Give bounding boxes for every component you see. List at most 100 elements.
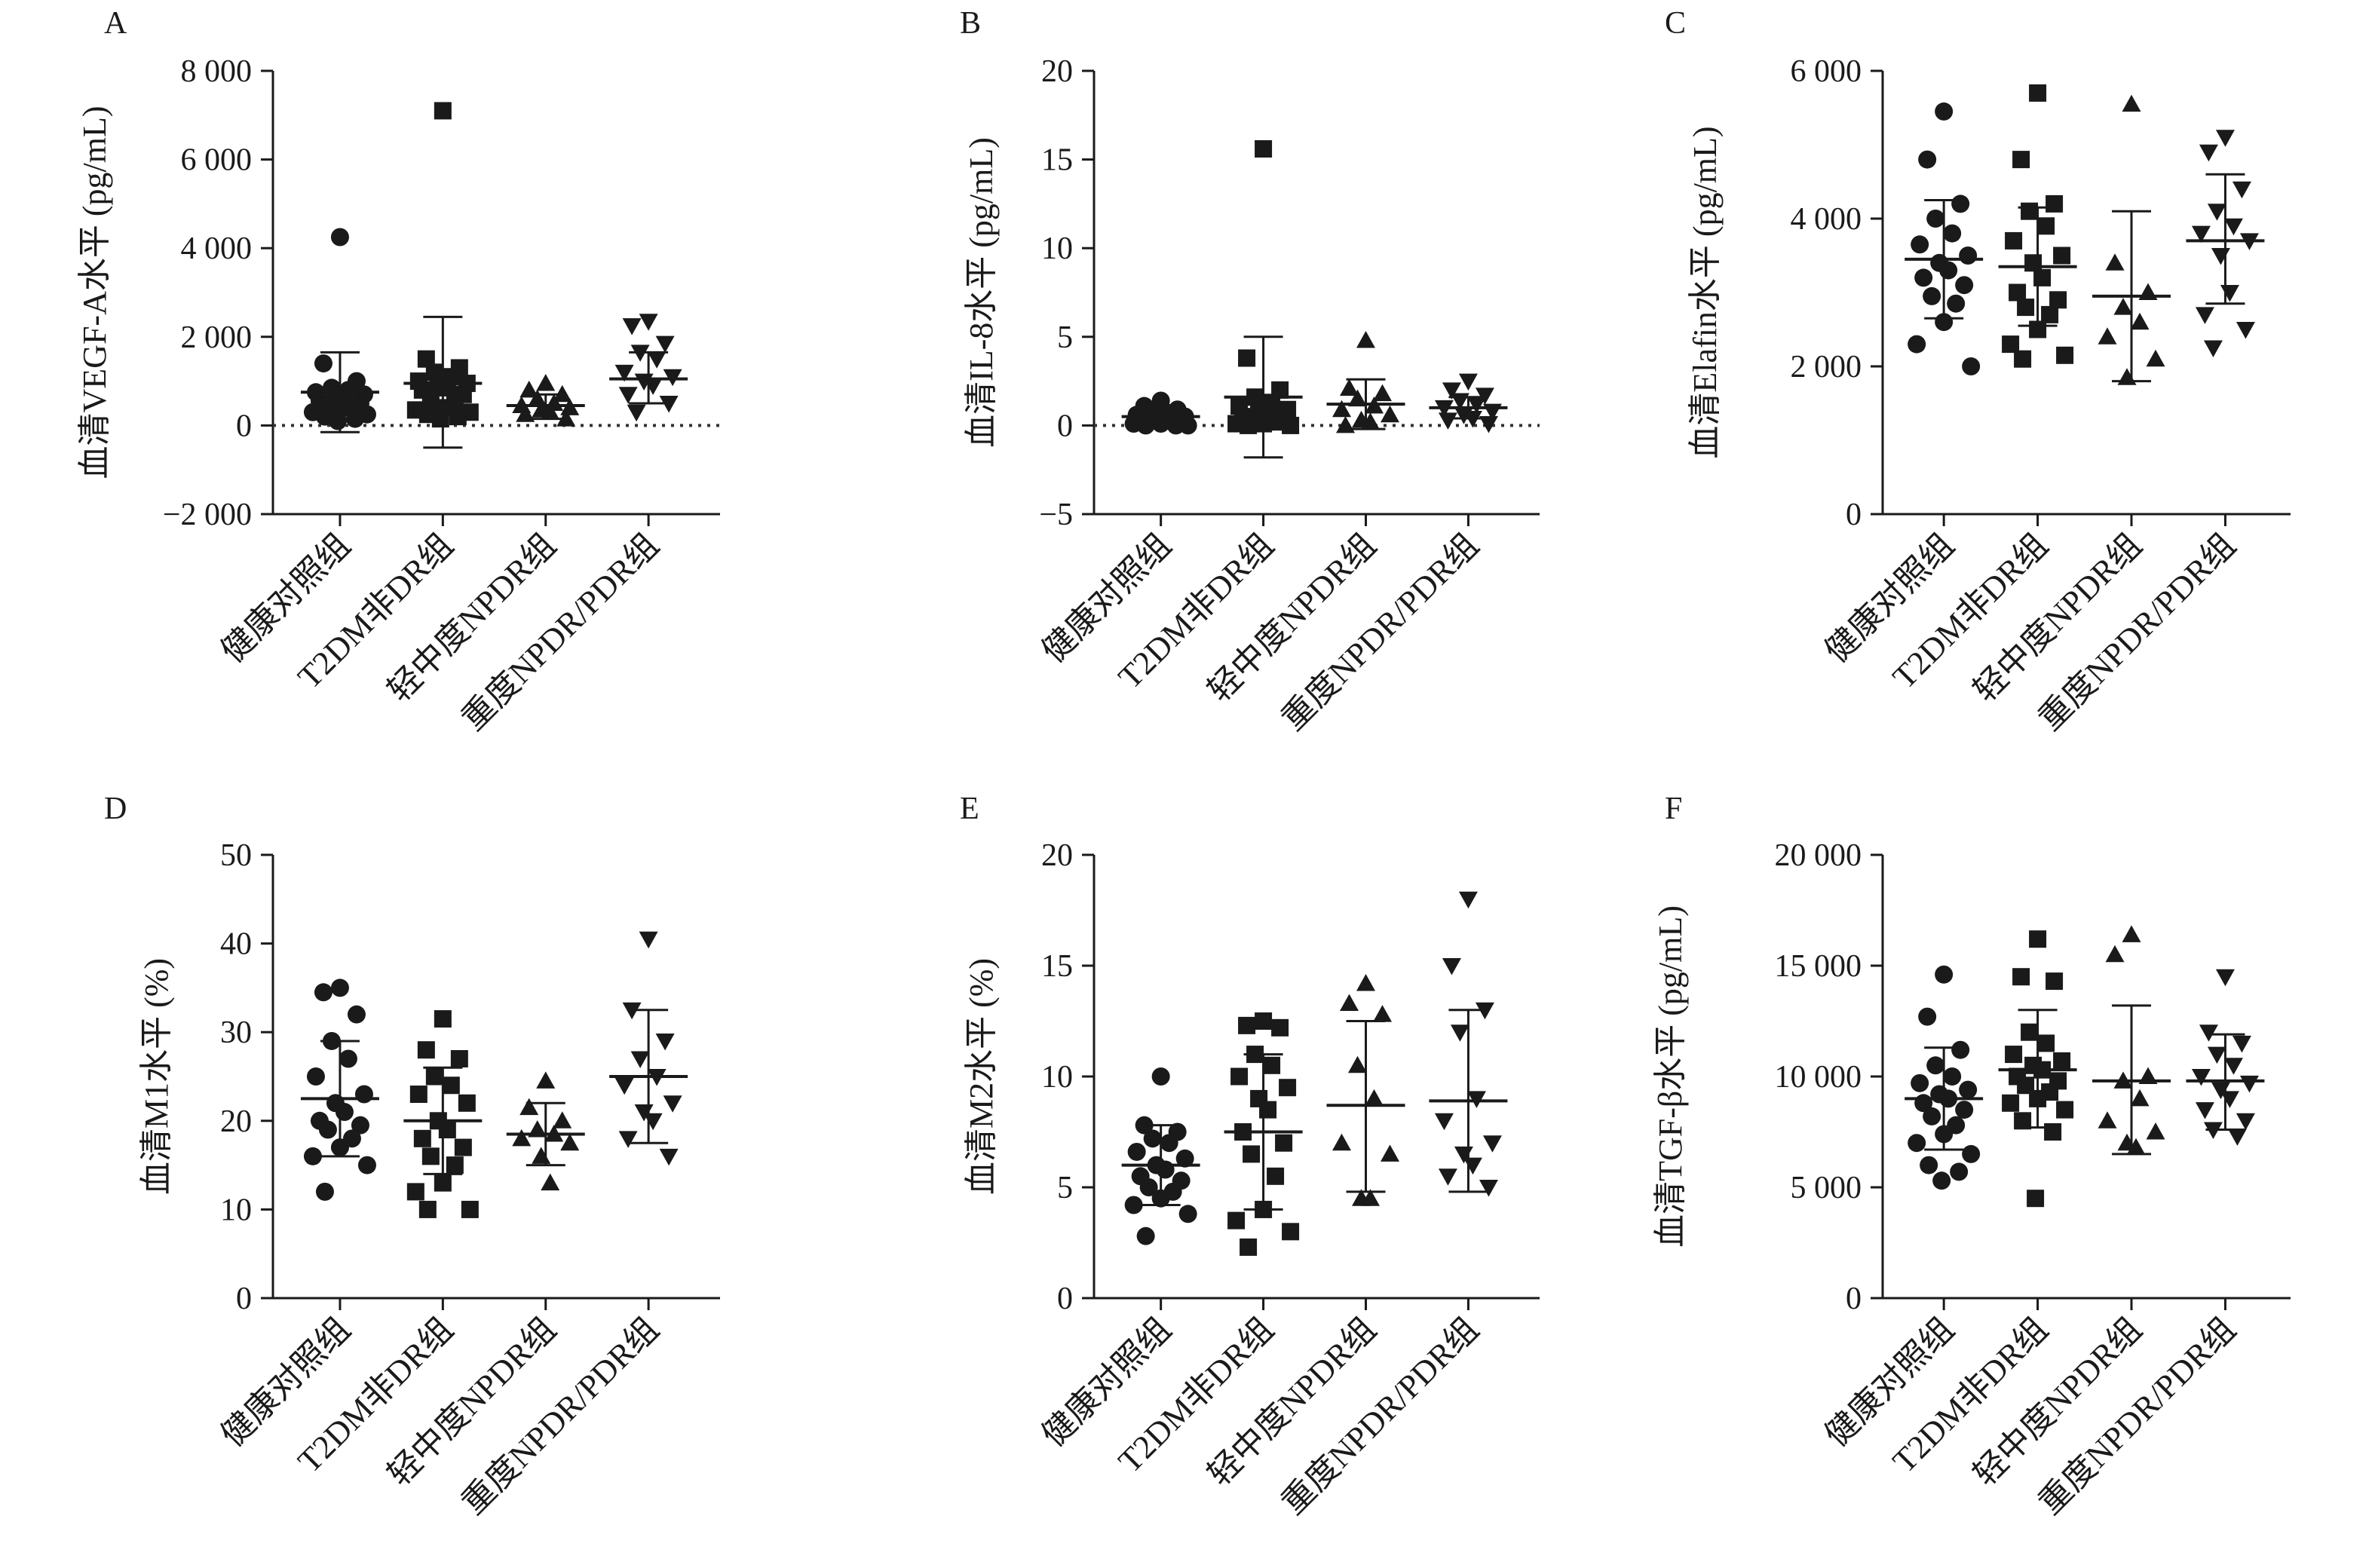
y-axis-label: 血清IL-8水平 (pg/mL) <box>963 137 1000 448</box>
y-tick-label: 20 <box>220 1104 252 1139</box>
data-point <box>434 102 452 120</box>
data-point <box>2046 972 2064 991</box>
data-point <box>409 1086 428 1104</box>
category-label: 重度NPDR/PDR组 <box>1274 526 1485 737</box>
data-point <box>446 1156 464 1174</box>
data-point <box>1914 268 1933 287</box>
data-point <box>1127 1142 1146 1161</box>
y-tick-label: −2 000 <box>163 498 252 532</box>
data-point <box>1463 1157 1482 1175</box>
data-point <box>1175 1149 1194 1168</box>
y-tick-label: 5 000 <box>1791 1171 1862 1205</box>
data-point <box>541 1173 560 1191</box>
data-point <box>438 378 456 397</box>
y-tick-label: 2 000 <box>1791 350 1862 384</box>
data-point <box>2236 1113 2255 1131</box>
data-point <box>1373 1005 1393 1022</box>
data-point <box>2130 1089 2150 1107</box>
data-point <box>2223 218 2243 236</box>
panel-letter: E <box>960 792 979 826</box>
data-point <box>2053 1052 2071 1070</box>
y-tick-label: 30 <box>220 1015 252 1050</box>
data-point <box>1939 261 1958 280</box>
y-tick-label: 4 000 <box>181 231 253 266</box>
data-point <box>1962 357 1981 375</box>
data-point <box>1340 994 1359 1011</box>
data-point <box>2009 283 2027 302</box>
y-tick-label: 6 000 <box>181 143 253 178</box>
data-point <box>2105 253 2125 271</box>
data-point <box>434 1010 452 1028</box>
data-point <box>2053 247 2071 265</box>
data-point <box>1434 1113 1454 1131</box>
y-tick-label: 0 <box>1846 1282 1862 1316</box>
data-point <box>328 412 347 430</box>
data-point <box>1255 1012 1273 1030</box>
data-point <box>2232 1035 2251 1053</box>
data-point <box>425 363 443 381</box>
data-point <box>1479 416 1498 433</box>
data-point <box>2002 1094 2020 1112</box>
data-point <box>2033 268 2052 286</box>
data-point <box>1160 1134 1178 1153</box>
data-point <box>1151 1067 1170 1086</box>
data-point <box>659 1148 679 1166</box>
data-point <box>536 374 556 391</box>
category-label: 重度NPDR/PDR组 <box>455 1310 666 1521</box>
data-point <box>1918 150 1937 169</box>
data-point <box>2098 1111 2117 1129</box>
data-point <box>1950 1162 1969 1181</box>
data-point <box>1951 1040 1970 1059</box>
data-point <box>614 364 634 382</box>
data-point <box>306 1067 325 1086</box>
data-point <box>614 1077 634 1095</box>
data-point <box>1932 1171 1951 1190</box>
data-point <box>2012 968 2030 986</box>
data-point <box>1438 1168 1457 1186</box>
data-point <box>1340 378 1359 397</box>
data-point <box>643 1113 663 1131</box>
data-point <box>1282 416 1300 434</box>
data-point <box>2191 1069 2211 1086</box>
data-point <box>639 931 658 949</box>
data-point <box>434 1174 452 1192</box>
data-point <box>318 1120 337 1139</box>
data-point <box>1365 1089 1384 1107</box>
data-point <box>2014 1112 2032 1130</box>
data-point <box>1143 1129 1162 1148</box>
data-point <box>1373 384 1393 402</box>
data-point <box>2122 925 2141 942</box>
data-point <box>417 1041 435 1059</box>
data-point <box>1282 1223 1300 1241</box>
data-point <box>315 1182 334 1201</box>
data-point <box>1240 416 1258 434</box>
data-point <box>2044 1123 2062 1141</box>
data-point <box>1908 1134 1926 1153</box>
data-point <box>1450 1024 1469 1042</box>
data-point <box>622 318 642 335</box>
y-tick-label: 15 <box>1041 949 1073 984</box>
y-tick-label: 10 <box>1041 231 1073 266</box>
data-point <box>2012 151 2030 169</box>
y-tick-label: 0 <box>1057 1282 1073 1316</box>
data-point <box>1923 286 1941 305</box>
data-point <box>458 1094 476 1112</box>
data-point <box>1438 412 1457 430</box>
data-point <box>1959 247 1978 265</box>
data-point <box>454 1138 472 1156</box>
data-point <box>1955 276 1974 295</box>
y-tick-label: 0 <box>1846 498 1862 532</box>
data-point <box>2037 217 2055 235</box>
category-label: 轻中度NPDR组 <box>1966 1310 2149 1493</box>
data-point <box>630 1051 650 1068</box>
data-point <box>1479 1180 1498 1197</box>
data-point <box>2113 298 2133 315</box>
y-tick-label: 20 <box>1041 54 1073 89</box>
data-point <box>2105 945 2125 963</box>
y-tick-label: 4 000 <box>1791 202 1862 237</box>
data-point <box>2017 299 2035 317</box>
